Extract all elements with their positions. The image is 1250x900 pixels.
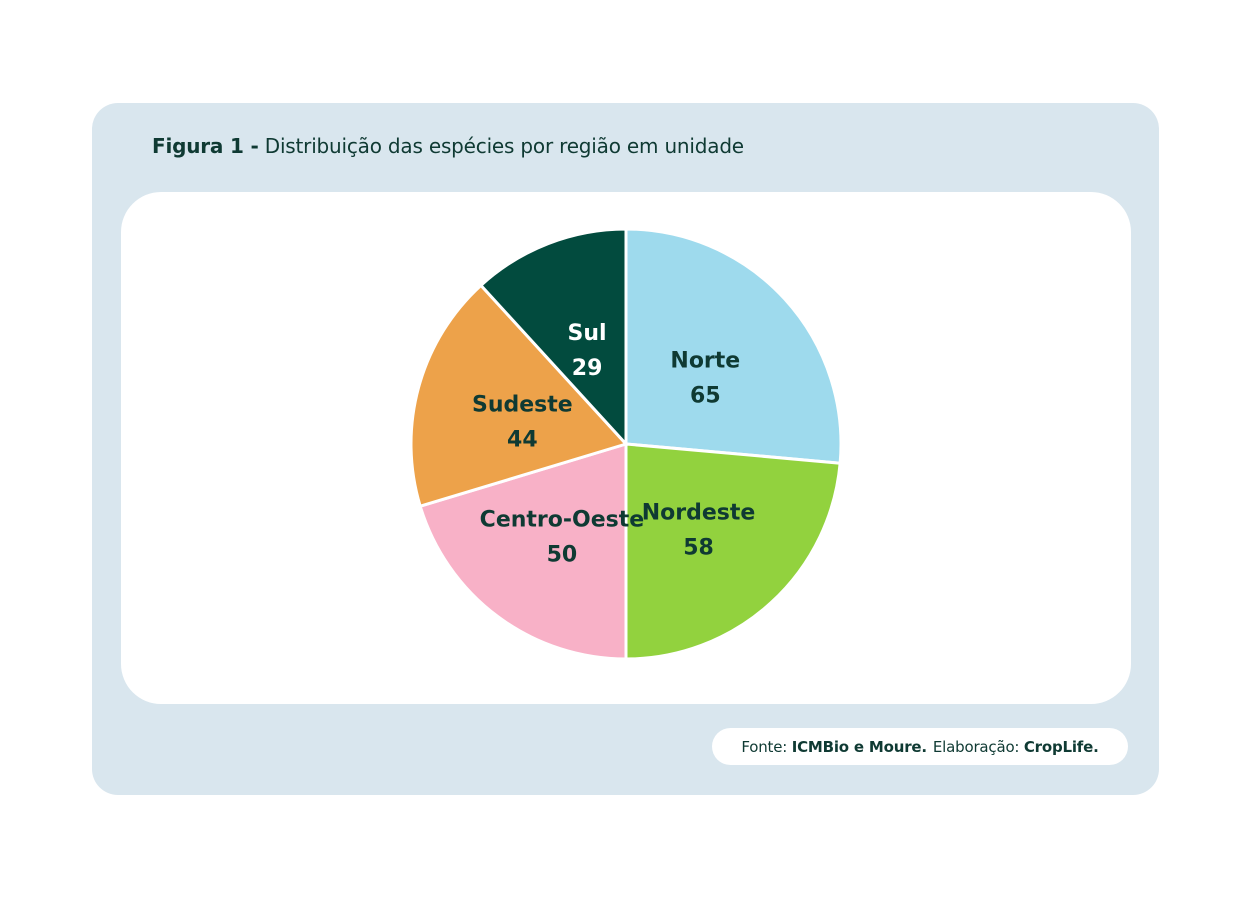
slice-label-centro-oeste: Centro-Oeste [480, 507, 645, 532]
slice-label-norte: Norte [670, 348, 740, 373]
pie-slice-centro-oeste [418, 442, 628, 661]
pie-slice-norte [624, 227, 843, 465]
source-name: ICMBio e Moure. [791, 737, 927, 756]
slice-value-norte: 65 [690, 383, 721, 408]
source-note: Fonte: ICMBio e Moure. Elaboração: CropLi… [712, 728, 1128, 765]
credit-prefix: Elaboração: [932, 737, 1020, 756]
pie-slice-sul [479, 227, 628, 446]
pie-slice-sudeste [409, 283, 628, 508]
slice-label-sudeste: Sudeste [472, 393, 573, 418]
credit-name: CropLife. [1023, 737, 1099, 756]
slice-value-nordeste: 58 [683, 535, 714, 560]
source-prefix: Fonte: [741, 737, 788, 756]
figure-title: Figura 1 - Distribuição das espécies por… [152, 134, 744, 158]
slice-label-sul: Sul [568, 321, 607, 346]
figure-label: Figura 1 - [152, 134, 259, 158]
slice-label-nordeste: Nordeste [642, 500, 756, 525]
pie-slice-nordeste [624, 442, 842, 661]
figure-title-text: Distribuição das espécies por região em … [264, 134, 744, 158]
slice-value-sul: 29 [572, 356, 603, 381]
slice-value-sudeste: 44 [507, 428, 538, 453]
slice-value-centro-oeste: 50 [547, 542, 578, 567]
